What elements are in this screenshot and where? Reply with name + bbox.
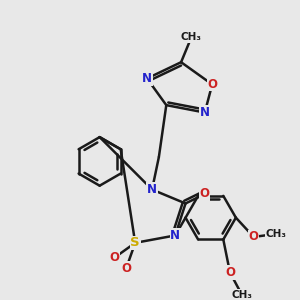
Text: N: N: [200, 106, 210, 119]
Text: CH₃: CH₃: [181, 32, 202, 42]
Text: CH₃: CH₃: [266, 229, 286, 239]
Text: O: O: [121, 262, 131, 275]
Text: O: O: [200, 188, 210, 200]
Text: O: O: [207, 78, 217, 91]
Text: S: S: [130, 236, 140, 249]
Text: O: O: [249, 230, 259, 243]
Text: N: N: [170, 229, 180, 242]
Text: CH₃: CH₃: [231, 290, 252, 300]
Text: N: N: [147, 183, 157, 196]
Text: O: O: [110, 251, 119, 264]
Text: N: N: [142, 72, 152, 85]
Text: O: O: [225, 266, 235, 279]
